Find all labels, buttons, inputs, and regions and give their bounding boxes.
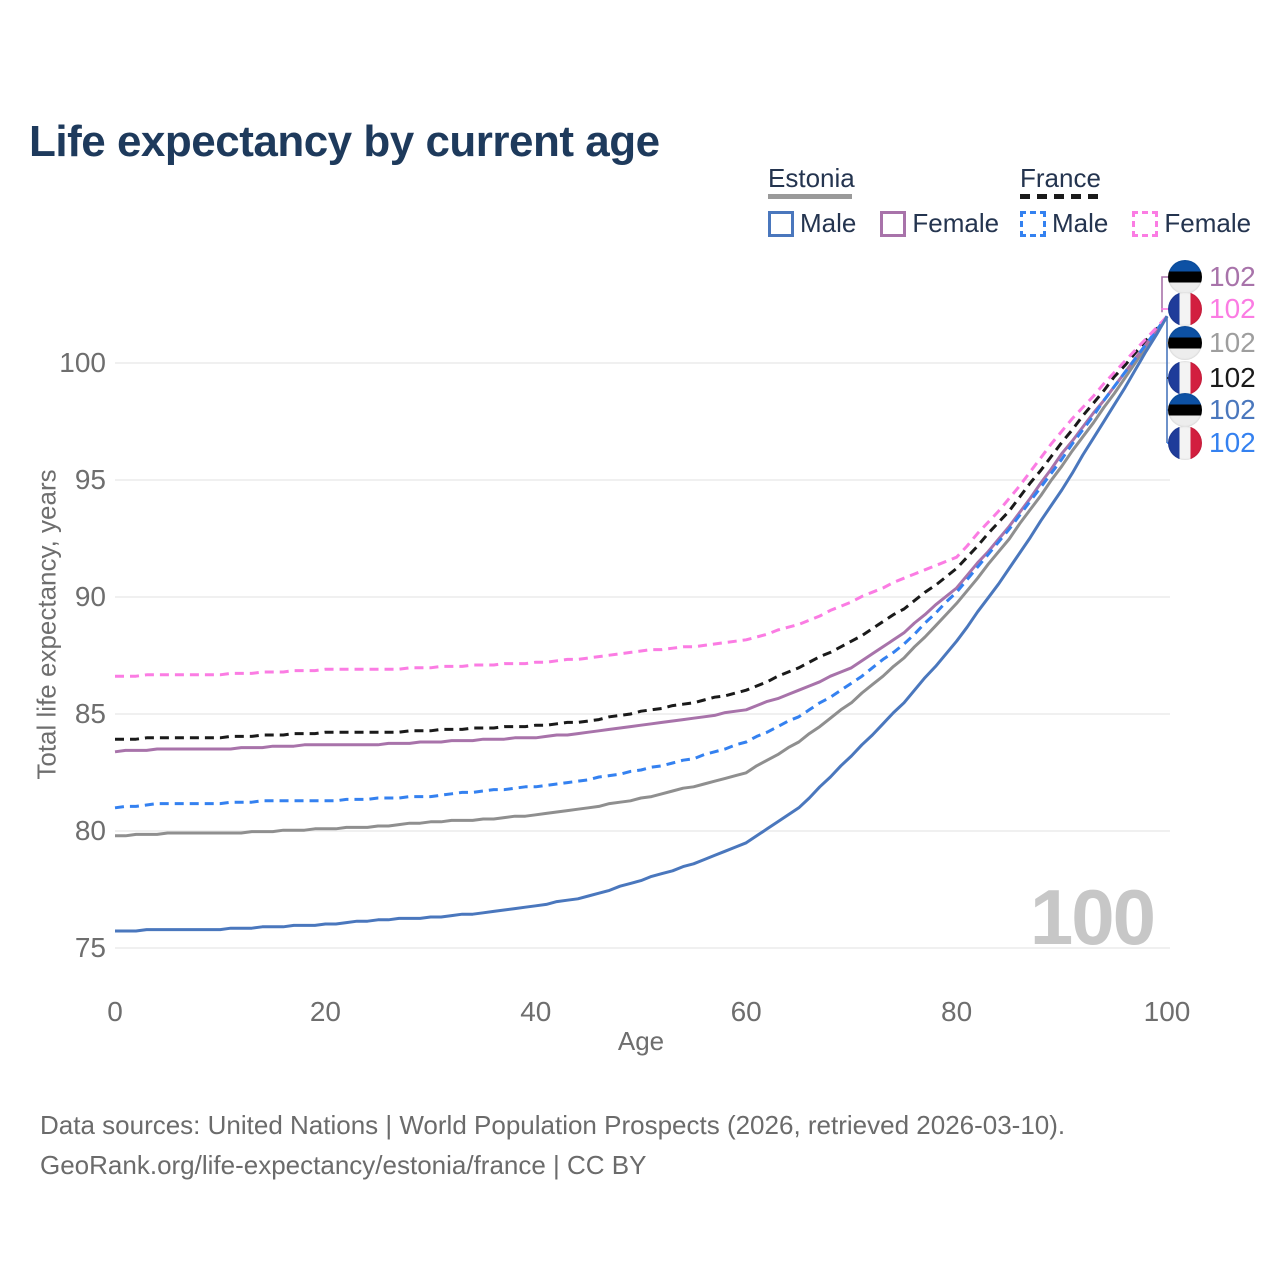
y-axis-title: Total life expectancy, years bbox=[31, 469, 62, 780]
series-line-estonia-male[interactable] bbox=[115, 315, 1169, 933]
legend-group-estonia-title[interactable]: Estonia bbox=[768, 163, 855, 193]
series-line-france-female[interactable] bbox=[115, 315, 1169, 678]
end-label-france-female: 102 bbox=[1168, 291, 1256, 327]
chart-title: Life expectancy by current age bbox=[29, 117, 660, 167]
legend-line-swatch-france bbox=[1020, 194, 1098, 199]
legend-line-swatch-estonia bbox=[768, 194, 852, 199]
connector-estonia-female bbox=[1161, 276, 1168, 313]
france-flag-icon bbox=[1168, 426, 1202, 460]
series-line-estonia-both[interactable] bbox=[115, 315, 1169, 838]
series-line-france-both[interactable] bbox=[115, 315, 1169, 741]
legend-box-france-male bbox=[1020, 210, 1046, 237]
y-tick-100: 100 bbox=[59, 347, 106, 378]
estonia-flag-icon bbox=[1168, 393, 1202, 427]
legend-items-estonia: Male Female bbox=[768, 208, 999, 239]
y-tick-90: 90 bbox=[75, 581, 106, 612]
legend-item-france-male[interactable]: Male bbox=[1020, 208, 1108, 239]
x-tick-100: 100 bbox=[1144, 996, 1191, 1027]
legend-label-estonia-male: Male bbox=[800, 208, 857, 238]
y-tick-85: 85 bbox=[75, 698, 106, 729]
end-value: 102 bbox=[1209, 261, 1256, 292]
end-value: 102 bbox=[1209, 394, 1256, 425]
y-tick-95: 95 bbox=[75, 464, 106, 495]
end-label-estonia-female: 102 bbox=[1168, 259, 1256, 295]
france-flag-icon bbox=[1168, 292, 1202, 326]
end-value: 102 bbox=[1209, 293, 1256, 324]
end-label-france-both-sexes: 102 bbox=[1168, 360, 1256, 396]
x-tick-20: 20 bbox=[310, 996, 341, 1027]
age-watermark: 100 bbox=[1029, 873, 1156, 961]
legend-group-estonia: Estonia Male Female bbox=[768, 164, 999, 239]
legend-label-france-male: Male bbox=[1052, 208, 1109, 238]
chart-footer: Data sources: United Nations | World Pop… bbox=[40, 1105, 1065, 1185]
legend-label-estonia-female: Female bbox=[912, 208, 1000, 238]
data-sources-note: Data sources: United Nations | World Pop… bbox=[40, 1110, 1066, 1140]
legend-item-estonia-female[interactable]: Female bbox=[880, 208, 999, 239]
end-value: 102 bbox=[1209, 362, 1256, 393]
legend-box-france-female bbox=[1132, 210, 1159, 237]
legend-label-france-female: Female bbox=[1164, 208, 1252, 238]
source-url: GeoRank.org/life-expectancy/estonia/fran… bbox=[40, 1150, 647, 1180]
end-value: 102 bbox=[1209, 427, 1256, 458]
legend-item-estonia-male[interactable]: Male bbox=[768, 208, 856, 239]
legend-group-france: France Male Female bbox=[1020, 164, 1251, 239]
end-value: 102 bbox=[1209, 327, 1256, 358]
end-label-estonia-both-sexes: 102 bbox=[1168, 325, 1256, 361]
series-line-france-male[interactable] bbox=[114, 315, 1169, 810]
legend-box-estonia-male bbox=[768, 210, 794, 237]
legend-item-france-female[interactable]: Female bbox=[1132, 208, 1251, 239]
series-line-estonia-female[interactable] bbox=[114, 315, 1169, 754]
estonia-flag-icon bbox=[1168, 260, 1202, 294]
x-tick-60: 60 bbox=[731, 996, 762, 1027]
x-tick-0: 0 bbox=[107, 996, 123, 1027]
legend-group-france-title[interactable]: France bbox=[1020, 163, 1101, 193]
end-label-france-male: 102 bbox=[1168, 425, 1256, 461]
legend-items-france: Male Female bbox=[1020, 208, 1251, 239]
y-tick-80: 80 bbox=[75, 815, 106, 846]
legend-box-estonia-female bbox=[880, 210, 907, 237]
france-flag-icon bbox=[1168, 361, 1202, 395]
y-tick-75: 75 bbox=[75, 932, 106, 963]
x-axis-title: Age bbox=[617, 1026, 665, 1056]
x-tick-80: 80 bbox=[941, 996, 972, 1027]
x-tick-40: 40 bbox=[520, 996, 551, 1027]
estonia-flag-icon bbox=[1168, 326, 1202, 360]
end-label-estonia-male: 102 bbox=[1168, 392, 1256, 428]
